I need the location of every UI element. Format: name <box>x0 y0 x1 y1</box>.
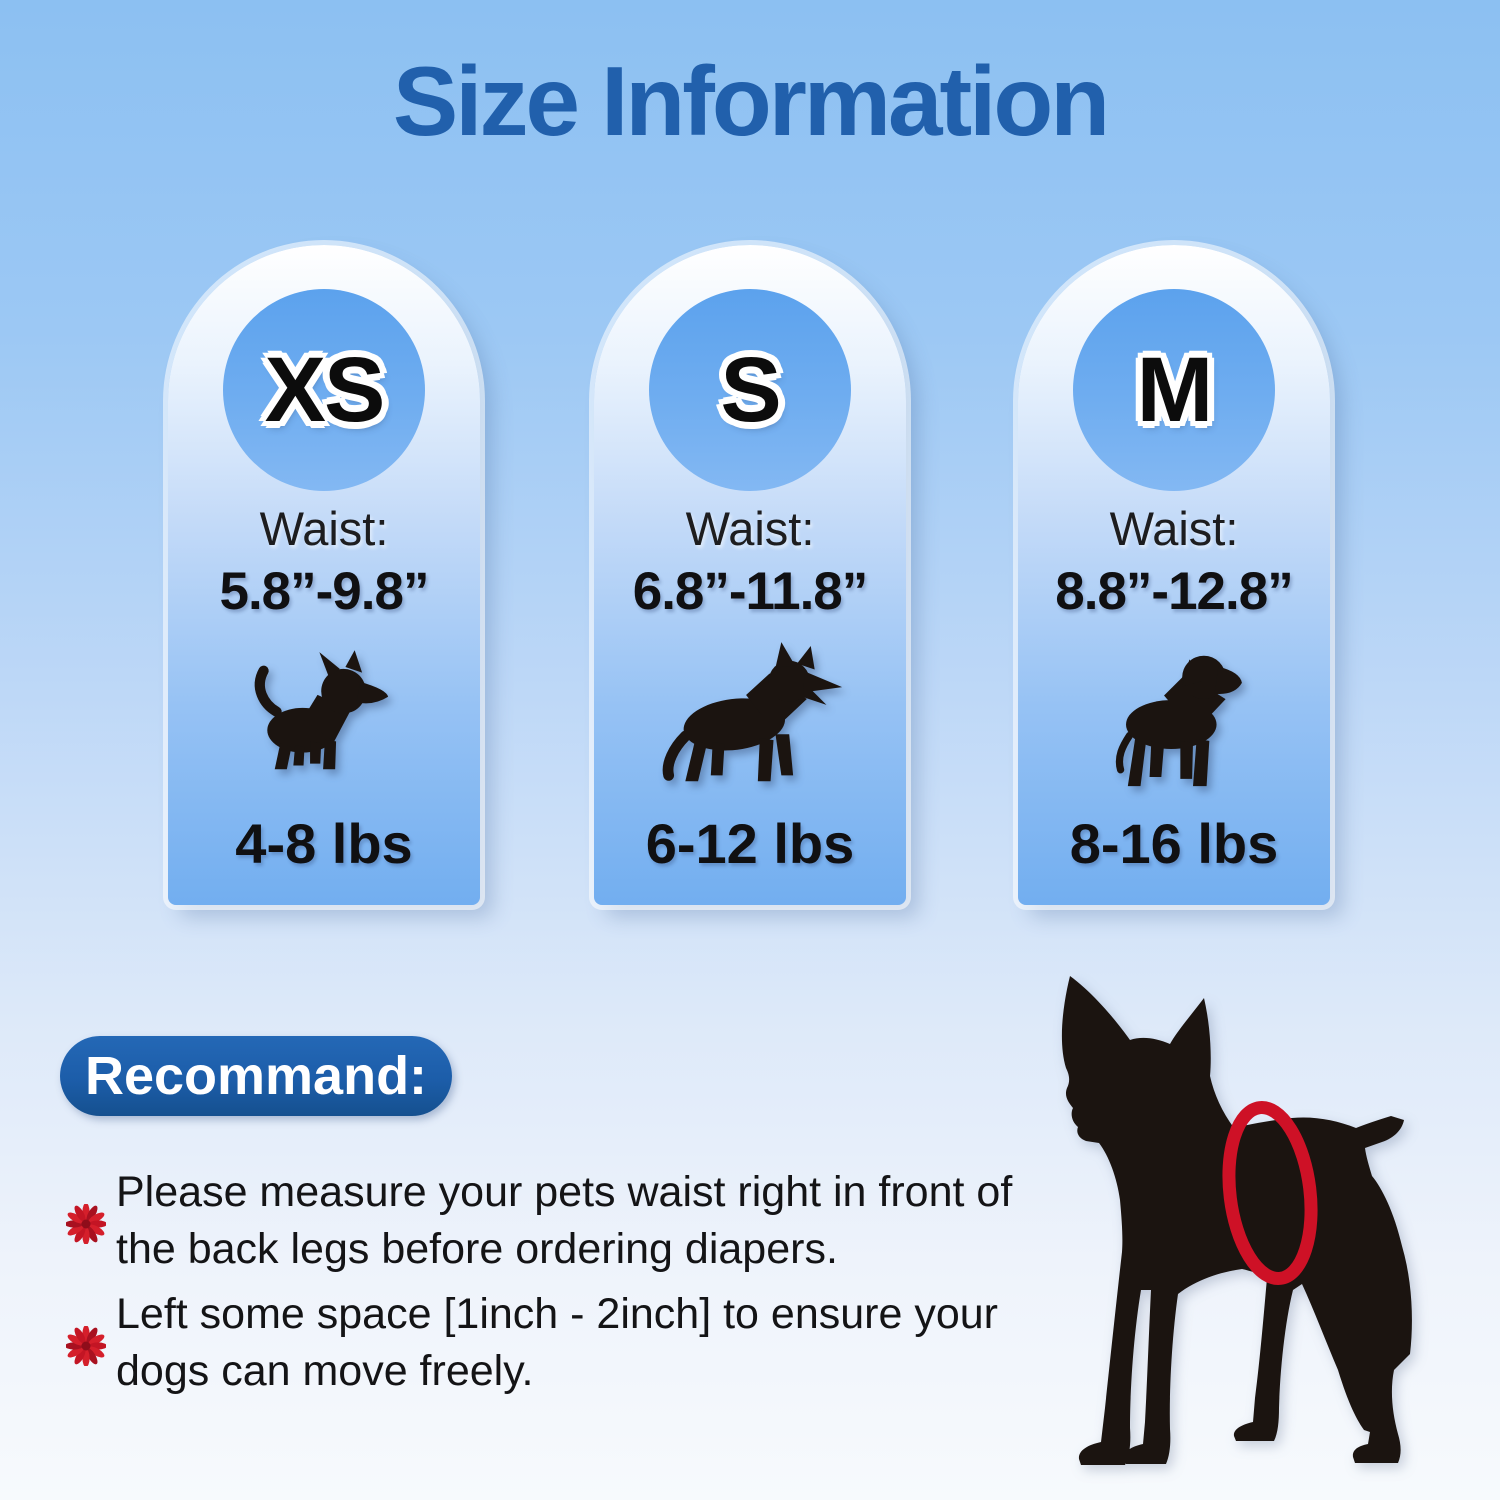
size-card-m: M Waist: 8.8”-12.8” 8-16 lbs <box>1018 245 1330 905</box>
size-circle: S <box>649 289 851 491</box>
german-shepherd-icon <box>662 641 843 781</box>
recommend-bullet-2: Left some space [1inch - 2inch] to ensur… <box>66 1286 1071 1400</box>
size-letter: M <box>1136 338 1214 441</box>
boxer-icon <box>1115 655 1242 787</box>
size-circle: M <box>1073 289 1275 491</box>
weight-range: 4-8 lbs <box>235 812 413 875</box>
size-circle: XS <box>223 289 425 491</box>
recommend-badge: Recommand: <box>60 1036 452 1116</box>
waist-label: Waist: <box>1109 502 1239 555</box>
size-card-s: S Waist: 6.8”-11.8” <box>594 245 906 905</box>
waist-range: 8.8”-12.8” <box>1055 562 1293 621</box>
measuring-dog-illustration <box>1061 976 1412 1465</box>
waist-measure-ring <box>1222 1101 1318 1285</box>
weight-range: 6-12 lbs <box>645 812 855 875</box>
size-card-xs: XS Waist: 5.8”-9.8” <box>168 245 480 905</box>
dog-icon-wrap <box>594 635 906 805</box>
dog-icon-wrap <box>168 635 480 805</box>
dog-icon-wrap <box>1018 635 1330 805</box>
bullet-text: Left some space [1inch - 2inch] to ensur… <box>116 1290 998 1395</box>
size-letter: XS <box>264 338 386 441</box>
chihuahua-icon <box>254 650 389 770</box>
recommend-bullet-1: Please measure your pets waist right in … <box>66 1164 1071 1278</box>
waist-label: Waist: <box>259 502 389 555</box>
waist-label: Waist: <box>685 502 815 555</box>
size-letter: S <box>720 338 781 441</box>
red-starburst-icon <box>66 1326 106 1366</box>
waist-range: 5.8”-9.8” <box>219 562 429 621</box>
bullet-text: Please measure your pets waist right in … <box>116 1168 1013 1273</box>
red-starburst-icon <box>66 1204 106 1244</box>
weight-range: 8-16 lbs <box>1069 812 1279 875</box>
page-title: Size Information <box>392 46 1110 156</box>
waist-range: 6.8”-11.8” <box>632 562 869 621</box>
